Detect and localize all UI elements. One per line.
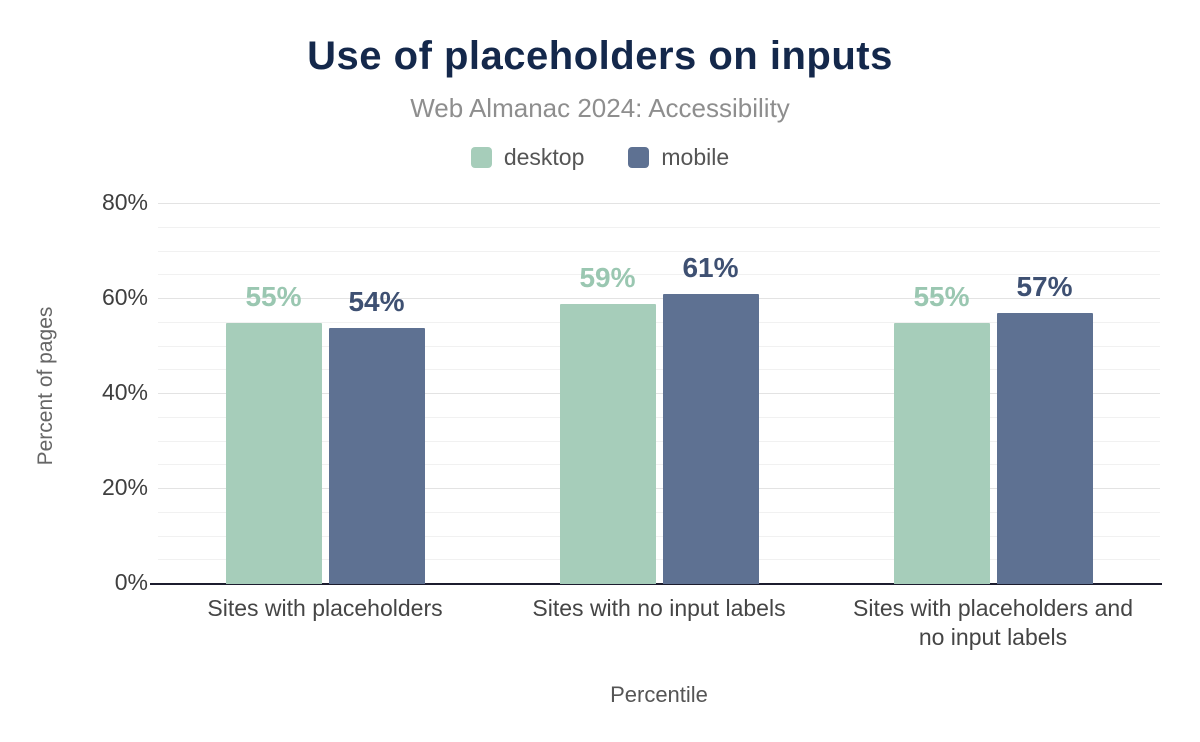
legend-item-desktop[interactable]: desktop (470, 144, 585, 171)
bar-value-mobile-0: 54% (348, 285, 405, 317)
legend-label-desktop: desktop (503, 144, 585, 170)
bar-group-1: 59% 61% (492, 204, 826, 584)
bar-group-0: 55% 54% (158, 204, 492, 584)
gridline-20 (158, 488, 1160, 489)
gridline-55 (158, 321, 1160, 323)
bar-desktop-2: 55% (893, 281, 990, 584)
gridline-80 (158, 203, 1160, 204)
gridline-5 (158, 559, 1160, 561)
bar-value-mobile-1: 61% (682, 252, 739, 284)
gridline-35 (158, 416, 1160, 418)
bar-value-mobile-2: 57% (1016, 271, 1073, 303)
y-axis-ticks: 0% 20% 40% 60% 80% (88, 189, 148, 595)
gridline-70 (158, 250, 1160, 252)
gridline-15 (158, 511, 1160, 513)
bar-mobile-0: 54% (328, 286, 425, 584)
legend-swatch-mobile (628, 147, 650, 168)
x-category-label-2: Sites with placeholders and no input lab… (853, 595, 1133, 650)
bar-value-desktop-1: 59% (579, 261, 636, 293)
legend-item-mobile[interactable]: mobile (628, 144, 729, 171)
plot-area: 55% 54% 59% 61% 55% 57% (150, 203, 1162, 585)
x-category-label-1: Sites with no input labels (532, 595, 786, 621)
bar-desktop-1: 59% (559, 262, 656, 584)
bar-group-2: 55% 57% (826, 204, 1160, 584)
gridline-60 (158, 298, 1160, 299)
gridline-45 (158, 369, 1160, 371)
chart-subtitle: Web Almanac 2024: Accessibility (410, 93, 790, 123)
bar-groups: 55% 54% 59% 61% 55% 57% (158, 204, 1160, 584)
y-tick-80: 80% (101, 189, 148, 215)
gridline-30 (158, 440, 1160, 442)
x-category-label-0: Sites with placeholders (207, 595, 443, 621)
y-tick-60: 60% (101, 284, 148, 310)
y-tick-40: 40% (101, 379, 148, 405)
y-tick-0: 0% (114, 569, 148, 595)
legend: desktop mobile (0, 144, 1200, 171)
gridline-10 (158, 535, 1160, 537)
gridline-25 (158, 464, 1160, 466)
bar-value-desktop-0: 55% (245, 280, 302, 312)
bar-mobile-1: 61% (662, 252, 759, 584)
x-axis-labels: Sites with placeholders Sites with no inp… (158, 594, 1160, 652)
x-axis-title: Percentile (610, 682, 708, 707)
gridline-65 (158, 274, 1160, 276)
bar-desktop-0: 55% (225, 281, 322, 584)
chart-title: Use of placeholders on inputs (307, 34, 893, 78)
gridline-50 (158, 345, 1160, 347)
bar-value-desktop-2: 55% (913, 280, 970, 312)
legend-swatch-desktop (470, 147, 492, 168)
bar-mobile-2: 57% (996, 271, 1093, 584)
x-axis-line (150, 583, 1162, 585)
gridline-40 (158, 393, 1160, 394)
y-axis-title: Percent of pages (34, 306, 57, 466)
gridline-75 (158, 226, 1160, 228)
legend-label-mobile: mobile (661, 144, 730, 170)
y-tick-20: 20% (101, 474, 148, 500)
